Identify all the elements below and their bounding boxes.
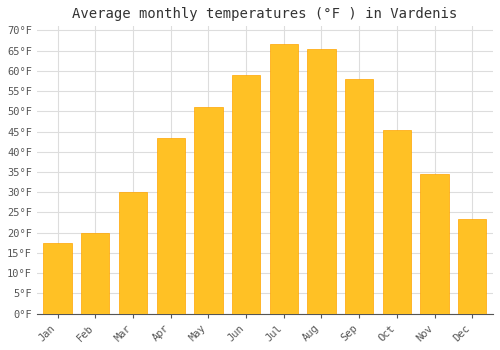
Bar: [458, 218, 486, 314]
Bar: [156, 138, 185, 314]
Bar: [345, 79, 374, 314]
Bar: [119, 192, 147, 314]
Bar: [81, 233, 110, 314]
Title: Average monthly temperatures (°F ) in Vardenis: Average monthly temperatures (°F ) in Va…: [72, 7, 458, 21]
Bar: [308, 49, 336, 314]
Bar: [383, 130, 411, 314]
Bar: [44, 243, 72, 314]
Bar: [194, 107, 222, 314]
Bar: [232, 75, 260, 314]
Bar: [420, 174, 449, 314]
Bar: [270, 44, 298, 314]
